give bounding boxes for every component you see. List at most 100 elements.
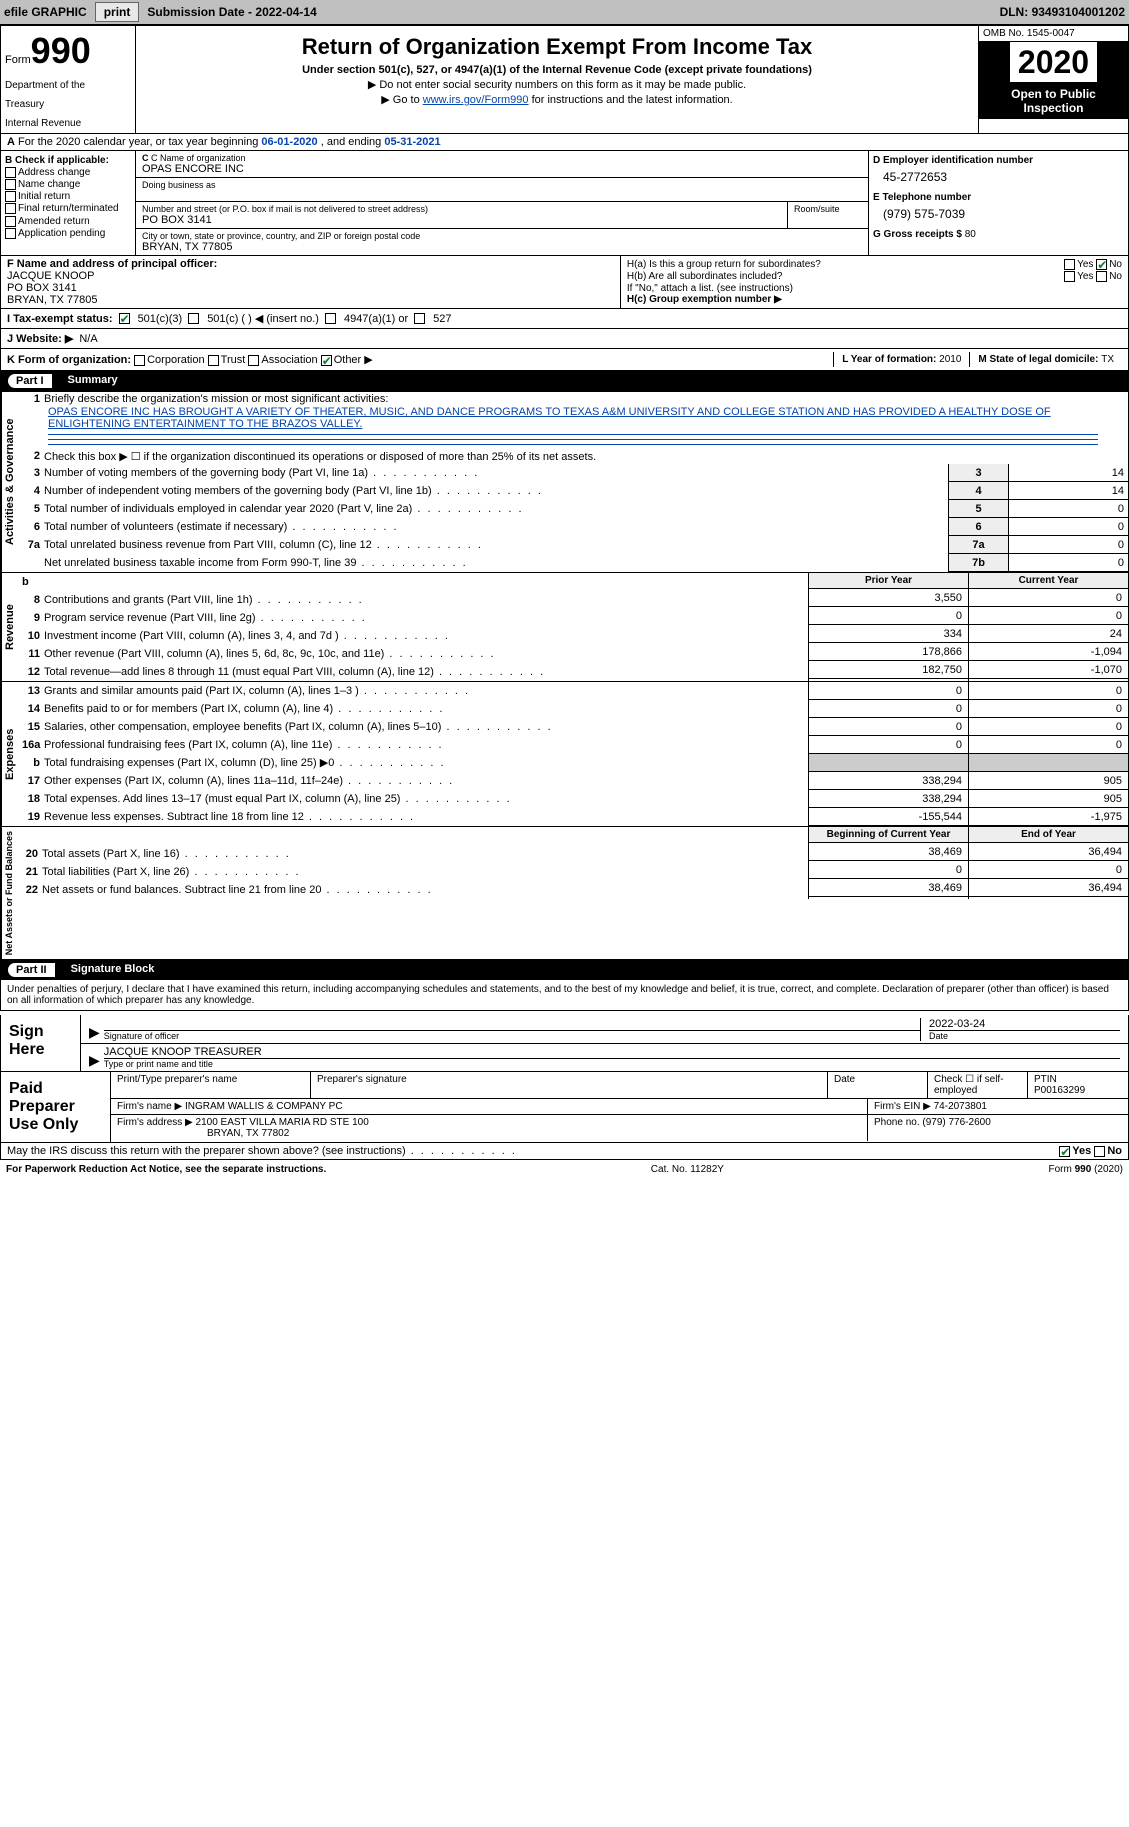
- exp-curr-13: 0: [969, 682, 1128, 700]
- prep-date-hdr: Date: [828, 1072, 928, 1098]
- gov-val-6: 0: [1009, 518, 1128, 536]
- paid-preparer-block: Paid Preparer Use Only Print/Type prepar…: [1, 1071, 1128, 1142]
- phone-value: (979) 575-7039: [883, 207, 1124, 221]
- name-title-label: Type or print name and title: [104, 1059, 1120, 1069]
- exp-prior-16a: 0: [809, 736, 968, 754]
- ein-label: D Employer identification number: [873, 155, 1033, 166]
- hb-no[interactable]: [1096, 271, 1107, 282]
- gov-key-4: 4: [949, 482, 1008, 500]
- discuss-yes[interactable]: [1059, 1146, 1070, 1157]
- gov-key-3: 3: [949, 464, 1008, 482]
- chk-4947[interactable]: [325, 313, 336, 324]
- m-label: M State of legal domicile:: [978, 354, 1101, 365]
- dba-label: Doing business as: [142, 180, 862, 190]
- f-label: F Name and address of principal officer:: [7, 258, 217, 270]
- row-j-website: J Website: ▶ N/A: [0, 329, 1129, 349]
- period-end: 05-31-2021: [384, 136, 440, 148]
- exp-prior-15: 0: [809, 718, 968, 736]
- ha-yes[interactable]: [1064, 259, 1075, 270]
- self-employed-chk[interactable]: Check ☐ if self-employed: [928, 1072, 1028, 1098]
- sect-expenses: Expenses 13Grants and similar amounts pa…: [1, 682, 1128, 827]
- form-header: Form990 Department of the Treasury Inter…: [0, 25, 1129, 134]
- section-bcd: B Check if applicable: Address change Na…: [0, 151, 1129, 256]
- room-label: Room/suite: [794, 204, 862, 214]
- chk-amended-return[interactable]: Amended return: [5, 216, 131, 227]
- efile-label: efile GRAPHIC: [4, 5, 87, 19]
- box-b: B Check if applicable: Address change Na…: [1, 151, 136, 255]
- exp-line-18: 18Total expenses. Add lines 13–17 (must …: [18, 790, 808, 808]
- year-box: OMB No. 1545-0047 2020 Open to Public In…: [978, 26, 1128, 133]
- exp-line-15: 15Salaries, other compensation, employee…: [18, 718, 808, 736]
- net-line-20: 20Total assets (Part X, line 16): [16, 845, 808, 863]
- box-d-e-g: D Employer identification number 45-2772…: [868, 151, 1128, 255]
- row-i-status: I Tax-exempt status: 501(c)(3) 501(c) ( …: [0, 309, 1129, 329]
- note-no-ssn: ▶ Do not enter social security numbers o…: [144, 78, 970, 91]
- chk-address-change[interactable]: Address change: [5, 167, 131, 178]
- note-goto: ▶ Go to www.irs.gov/Form990 for instruct…: [144, 93, 970, 106]
- open-2: Inspection: [1023, 101, 1083, 115]
- discuss-no[interactable]: [1094, 1146, 1105, 1157]
- gov-line-7a: 7aTotal unrelated business revenue from …: [18, 536, 948, 554]
- print-button[interactable]: print: [95, 2, 140, 22]
- street-label: Number and street (or P.O. box if mail i…: [142, 204, 781, 214]
- firm-name: INGRAM WALLIS & COMPANY PC: [185, 1101, 343, 1112]
- chk-other[interactable]: [321, 355, 332, 366]
- phone-label: E Telephone number: [873, 192, 971, 203]
- officer-city: BRYAN, TX 77805: [7, 294, 98, 306]
- chk-assoc[interactable]: [248, 355, 259, 366]
- sig-date-label: Date: [929, 1030, 1120, 1041]
- chk-initial-return[interactable]: Initial return: [5, 191, 131, 202]
- exp-line-17: 17Other expenses (Part IX, column (A), l…: [18, 772, 808, 790]
- hb-yes[interactable]: [1064, 271, 1075, 282]
- rev-line-11: 11Other revenue (Part VIII, column (A), …: [18, 645, 808, 663]
- rev-line-10: 10Investment income (Part VIII, column (…: [18, 627, 808, 645]
- sect-governance: Activities & Governance 1Briefly describ…: [1, 392, 1128, 573]
- chk-501c[interactable]: [188, 313, 199, 324]
- chk-501c3[interactable]: [119, 313, 130, 324]
- part-ii-num: Part II: [8, 963, 55, 977]
- chk-trust[interactable]: [208, 355, 219, 366]
- dept-line-1: Department of the: [5, 80, 131, 91]
- org-name: OPAS ENCORE INC: [142, 163, 862, 175]
- ha-label: H(a) Is this a group return for subordin…: [627, 259, 821, 270]
- exp-line-19: 19Revenue less expenses. Subtract line 1…: [18, 808, 808, 826]
- exp-curr-16a: 0: [969, 736, 1128, 754]
- gov-key-7b: 7b: [949, 554, 1008, 572]
- ha-no[interactable]: [1096, 259, 1107, 270]
- net-curr-22: 36,494: [969, 879, 1128, 897]
- firm-addr-1: 2100 EAST VILLA MARIA RD STE 100: [196, 1117, 369, 1128]
- website-value: N/A: [79, 333, 97, 345]
- dept-line-3: Internal Revenue: [5, 118, 131, 129]
- j-label: J Website: ▶: [7, 332, 73, 345]
- period-mid: , and ending: [321, 136, 385, 148]
- chk-application-pending[interactable]: Application pending: [5, 228, 131, 239]
- vert-net-assets: Net Assets or Fund Balances: [1, 827, 16, 959]
- open-inspection: Open to Public Inspection: [979, 83, 1128, 119]
- name-label: C Name of organization: [151, 153, 246, 163]
- sig-officer-label: Signature of officer: [104, 1031, 920, 1041]
- chk-final-return[interactable]: Final return/terminated: [5, 203, 131, 214]
- net-curr-21: 0: [969, 861, 1128, 879]
- form-number: 990: [31, 30, 91, 71]
- exp-line-b: bTotal fundraising expenses (Part IX, co…: [18, 754, 808, 772]
- gov-val-3: 14: [1009, 464, 1128, 482]
- firm-ein-label: Firm's EIN ▶: [874, 1101, 931, 1112]
- officer-street: PO BOX 3141: [7, 282, 77, 294]
- gov-val-4: 14: [1009, 482, 1128, 500]
- hb-label: H(b) Are all subordinates included?: [627, 271, 783, 282]
- irs-link[interactable]: www.irs.gov/Form990: [423, 94, 529, 106]
- part-i-body: Activities & Governance 1Briefly describ…: [0, 391, 1129, 960]
- footer-left: For Paperwork Reduction Act Notice, see …: [6, 1164, 326, 1175]
- chk-527[interactable]: [414, 313, 425, 324]
- sect-revenue: Revenue b 8Contributions and grants (Par…: [1, 573, 1128, 682]
- net-line-22: 22Net assets or fund balances. Subtract …: [16, 881, 808, 899]
- l-value: 2010: [939, 354, 961, 365]
- chk-corp[interactable]: [134, 355, 145, 366]
- gov-line-4: 4Number of independent voting members of…: [18, 482, 948, 500]
- chk-name-change[interactable]: Name change: [5, 179, 131, 190]
- sig-disclaimer: Under penalties of perjury, I declare th…: [0, 980, 1129, 1011]
- i-label: I Tax-exempt status:: [7, 313, 113, 325]
- exp-curr-14: 0: [969, 700, 1128, 718]
- exp-line-14: 14Benefits paid to or for members (Part …: [18, 700, 808, 718]
- exp-prior-13: 0: [809, 682, 968, 700]
